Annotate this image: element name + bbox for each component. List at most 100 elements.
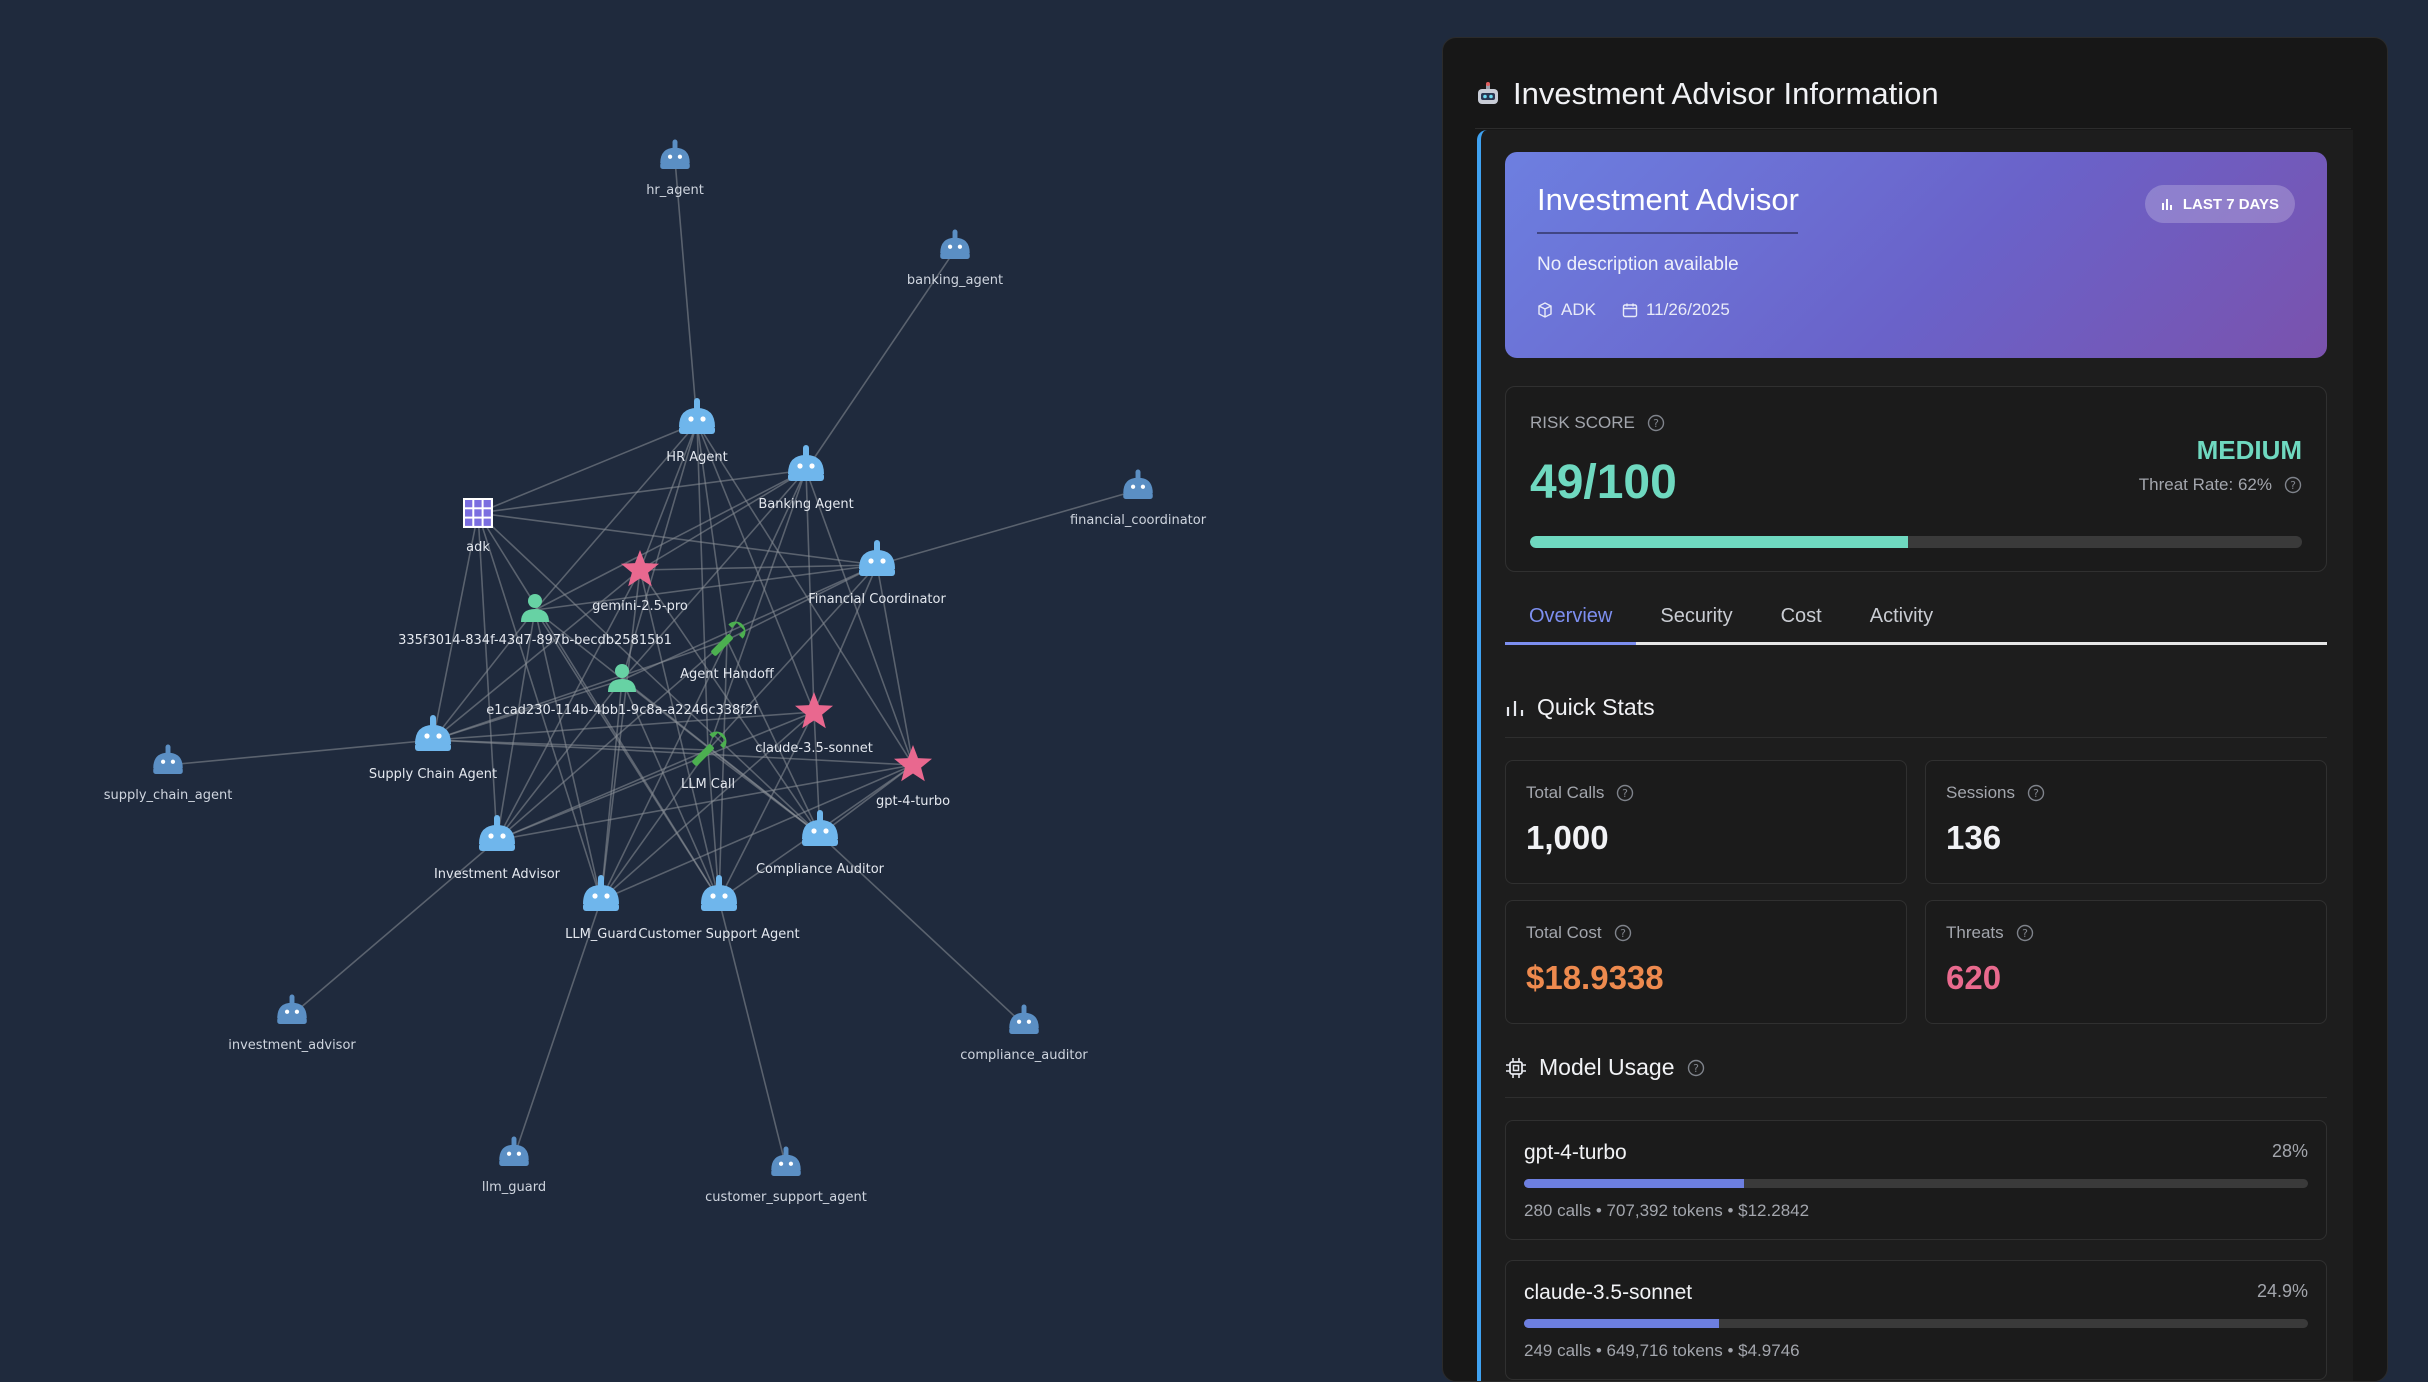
graph-node-investment-advisor[interactable]: Investment Advisor xyxy=(434,815,561,882)
tab-activity[interactable]: Activity xyxy=(1869,605,1934,627)
graph-edge xyxy=(696,422,728,641)
graph-edge xyxy=(696,422,709,751)
model-usage-bar xyxy=(1524,1179,2308,1188)
graph-node-label: 335f3014-834f-43d7-897b-becdb25815b1 xyxy=(398,633,672,648)
graph-node-agent-handoff[interactable]: Agent Handoff xyxy=(680,617,775,682)
graph-node-supply-chain-agent[interactable]: Supply Chain Agent xyxy=(369,715,497,782)
graph-edge xyxy=(534,422,698,611)
stat-value: 620 xyxy=(1946,959,2002,996)
graph-node-compliance-auditor[interactable]: Compliance Auditor xyxy=(756,810,885,877)
robot-icon xyxy=(499,1136,529,1167)
help-icon[interactable]: ? xyxy=(1614,924,1632,942)
graph-node-claude-3-5-sonnet[interactable]: claude-3.5-sonnet xyxy=(755,692,873,756)
tab-cost[interactable]: Cost xyxy=(1780,605,1822,627)
graph-node-user1[interactable]: 335f3014-834f-43d7-897b-becdb25815b1 xyxy=(398,594,672,648)
tab-overview[interactable]: Overview xyxy=(1505,590,1636,645)
agent-meta: ADK 11/26/2025 xyxy=(1537,300,1730,320)
help-icon[interactable]: ? xyxy=(1616,784,1634,802)
help-icon[interactable]: ? xyxy=(1687,1059,1705,1077)
agent-name: Investment Advisor xyxy=(1537,182,1799,217)
chip-icon xyxy=(1506,1057,1526,1078)
graph-nodes[interactable]: hr_agent banking_agent financial_coordinat… xyxy=(104,139,1207,1206)
grid-icon xyxy=(463,498,493,528)
wrench-icon xyxy=(692,731,727,766)
panel-header: Investment Advisor Information xyxy=(1475,76,2351,112)
svg-text:?: ? xyxy=(2290,479,2296,492)
graph-node-supply-chain-agent[interactable]: supply_chain_agent xyxy=(104,744,233,804)
graph-node-adk[interactable]: adk xyxy=(463,498,493,555)
robot-icon xyxy=(771,1146,801,1177)
graph-edge xyxy=(696,422,914,766)
graph-edge xyxy=(674,159,698,424)
robot-icon xyxy=(859,540,895,576)
model-usage-fill xyxy=(1524,1179,1744,1188)
robot-icon xyxy=(415,715,451,751)
tab-security[interactable]: Security xyxy=(1660,605,1733,627)
graph-node-label: LLM Call xyxy=(681,777,735,792)
graph-edges xyxy=(167,159,1139,1168)
graph-node-gemini-2-5-pro[interactable]: gemini-2.5-pro xyxy=(592,550,688,614)
graph-edge xyxy=(496,609,536,841)
risk-progress-bar xyxy=(1530,536,2302,548)
graph-edge xyxy=(534,609,720,901)
graph-node-investment-advisor[interactable]: investment_advisor xyxy=(228,994,356,1054)
model-usage-title-text: Model Usage xyxy=(1539,1054,1675,1080)
help-icon[interactable]: ? xyxy=(2027,784,2045,802)
risk-level: MEDIUM xyxy=(2196,435,2302,465)
graph-node-label: Supply Chain Agent xyxy=(369,767,497,782)
graph-edge xyxy=(432,711,815,741)
graph-node-label: hr_agent xyxy=(646,183,704,198)
graph-node-customer-support-agent[interactable]: Customer Support Agent xyxy=(638,875,800,942)
risk-score-card: RISK SCORE ? 49/100 MEDIUM Threat Rate: … xyxy=(1505,386,2327,572)
agent-network-graph[interactable]: hr_agent banking_agent financial_coordinat… xyxy=(0,0,1440,1376)
panel-divider xyxy=(1475,128,2351,129)
robot-icon xyxy=(583,875,619,911)
time-range-text: LAST 7 DAYS xyxy=(2182,195,2279,213)
model-usage-title: Model Usage ? xyxy=(1505,1054,1705,1081)
graph-node-hr-agent[interactable]: hr_agent xyxy=(646,139,704,199)
graph-edge xyxy=(600,679,623,901)
stat-label-text: Sessions xyxy=(1946,783,2015,802)
graph-node-llm-call[interactable]: LLM Call xyxy=(681,727,735,792)
help-icon[interactable]: ? xyxy=(2284,476,2302,494)
graph-edge xyxy=(726,564,878,641)
stat-label: Total Calls ? xyxy=(1526,783,1634,803)
graph-node-label: gemini-2.5-pro xyxy=(592,599,688,614)
stat-threats: Threats ? 620 xyxy=(1925,900,2327,1024)
tab-bar: Overview Security Cost Activity xyxy=(1505,590,2327,645)
graph-node-compliance-auditor[interactable]: compliance_auditor xyxy=(960,1004,1088,1064)
svg-text:?: ? xyxy=(1623,787,1629,800)
model-name: gpt-4-turbo xyxy=(1524,1141,1627,1164)
graph-node-gpt-4-turbo[interactable]: gpt-4-turbo xyxy=(876,745,950,809)
graph-node-user2[interactable]: e1cad230-114b-4bb1-9c8a-a2246c338f2f xyxy=(486,664,758,718)
graph-edge xyxy=(876,564,914,766)
panel-content[interactable]: Investment Advisor No description availa… xyxy=(1477,130,2353,1381)
stat-value: 136 xyxy=(1946,819,2002,856)
graph-node-financial-coordinator[interactable]: financial_coordinator xyxy=(1070,469,1207,529)
help-icon[interactable]: ? xyxy=(1647,414,1665,432)
graph-edge xyxy=(496,679,623,841)
stat-label: Sessions ? xyxy=(1946,783,2045,803)
stat-total-cost: Total Cost ? $18.9338 xyxy=(1505,900,1907,1024)
agent-name-underline xyxy=(1537,232,1798,234)
section-divider xyxy=(1505,737,2327,738)
graph-node-label: financial_coordinator xyxy=(1070,513,1207,528)
graph-node-hr-agent[interactable]: HR Agent xyxy=(666,398,728,465)
time-range-badge[interactable]: LAST 7 DAYS xyxy=(2144,185,2295,223)
graph-node-label: e1cad230-114b-4bb1-9c8a-a2246c338f2f xyxy=(486,703,758,718)
help-icon[interactable]: ? xyxy=(2016,924,2034,942)
graph-edge xyxy=(600,711,815,901)
graph-node-llm-guard[interactable]: LLM_Guard xyxy=(565,875,637,942)
graph-node-llm-guard[interactable]: llm_guard xyxy=(482,1136,546,1196)
robot-icon xyxy=(277,994,307,1025)
agent-hero-card: Investment Advisor No description availa… xyxy=(1505,152,2327,358)
graph-node-label: claude-3.5-sonnet xyxy=(755,741,873,756)
graph-node-financial-coordinator[interactable]: Financial Coordinator xyxy=(808,540,946,607)
graph-edge xyxy=(819,834,1025,1026)
model-usage-fill xyxy=(1524,1319,1720,1328)
graph-node-banking-agent[interactable]: Banking Agent xyxy=(758,445,854,512)
robot-icon xyxy=(940,229,970,260)
agent-description: No description available xyxy=(1537,254,1739,275)
graph-node-customer-support-agent[interactable]: customer_support_agent xyxy=(705,1146,867,1206)
graph-node-banking-agent[interactable]: banking_agent xyxy=(907,229,1003,289)
